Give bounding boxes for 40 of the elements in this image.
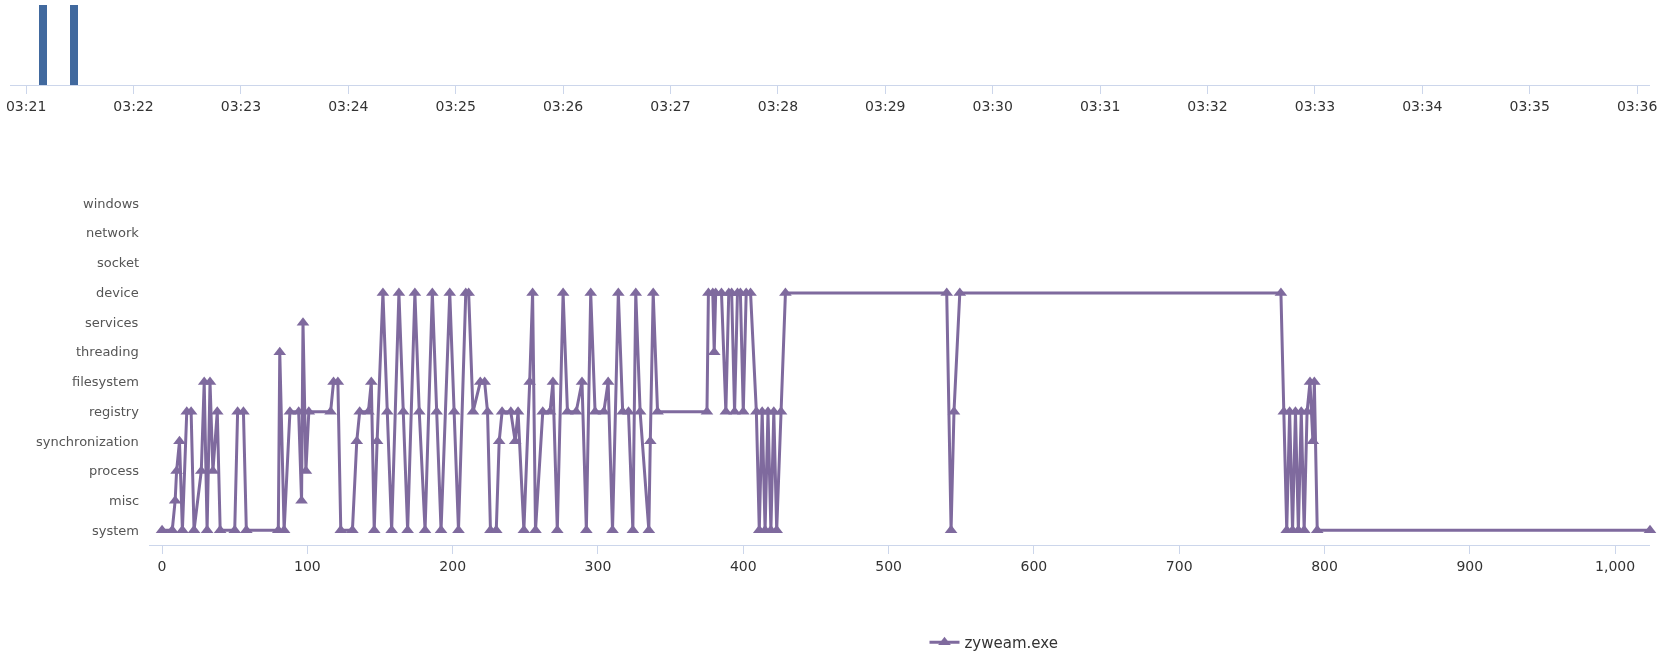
x-tick-label: 03:22 [113,97,154,114]
text: windows [83,196,140,211]
x-tick-label: 200 [439,557,467,574]
text: process [89,463,140,478]
x-tick-label: 03:32 [1187,97,1228,114]
x-tick-label: 03:28 [757,97,799,114]
x-tick-label: 03:23 [220,97,262,114]
text: synchronization [36,434,139,449]
x-tick-label: 400 [729,557,757,574]
x-tick-label: 03:30 [972,97,1013,114]
text: network [86,225,140,240]
x-tick-label: 100 [294,557,321,574]
x-tick-label: 03:35 [1509,97,1550,114]
text: services [85,315,139,330]
x-tick-label: 03:24 [328,97,369,114]
text: device [96,285,139,300]
text: socket [97,255,140,270]
text: threading [76,344,139,359]
x-tick-label: 600 [1020,557,1048,574]
x-tick-label: 03:36 [1616,97,1658,114]
x-tick-label: 03:21 [5,97,47,114]
x-tick-label: 0 [157,557,167,574]
legend-label: zyweam.exe [964,633,1058,652]
x-tick-label: 03:33 [1294,97,1336,114]
x-tick-label: 1,000 [1595,557,1636,574]
x-tick-label: 03:25 [435,97,476,114]
x-tick-label: 300 [584,557,612,574]
text: filesystem [72,374,139,389]
text: system [92,523,139,538]
text: registry [89,404,140,419]
x-tick-label: 03:26 [542,97,584,114]
text: misc [109,493,140,508]
x-tick-label: 800 [1311,557,1338,574]
x-tick-label: 03:29 [865,97,906,114]
x-tick-label: 03:27 [650,97,691,114]
x-tick-label: 500 [875,557,902,574]
x-tick-label: 03:34 [1402,97,1443,114]
x-tick-label: 03:31 [1079,97,1121,114]
x-tick-label: 700 [1165,557,1193,574]
x-tick-label: 900 [1456,557,1484,574]
